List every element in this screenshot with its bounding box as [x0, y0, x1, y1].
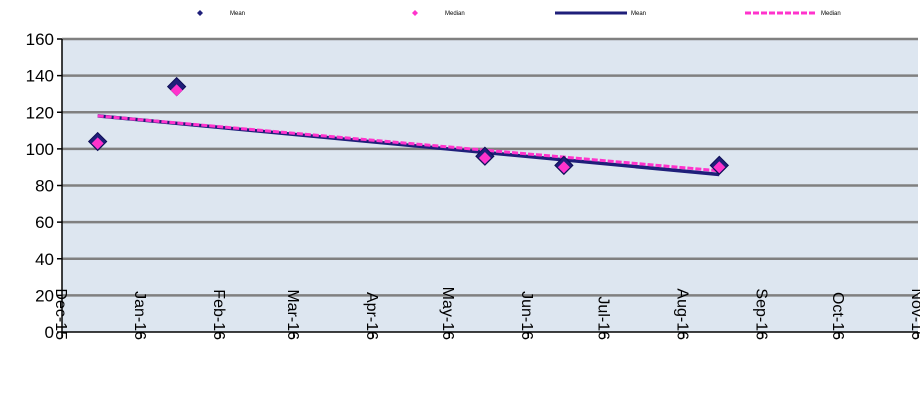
marker-median-4 — [713, 161, 726, 174]
y-tick-label-100: 100 — [26, 140, 54, 159]
y-tick-label-60: 60 — [35, 213, 54, 232]
marker-median-3 — [557, 161, 570, 174]
data-markers — [87, 76, 729, 176]
x-tick-label-2: Feb-16 — [210, 289, 227, 340]
x-tick-label-5: May-16 — [439, 287, 456, 340]
marker-median-2 — [478, 152, 491, 165]
y-tick-label-0: 0 — [45, 323, 54, 342]
x-tick-label-3: Mar-16 — [284, 289, 301, 340]
x-tick-label-1: Jan-16 — [131, 291, 148, 340]
marker-median-0 — [91, 137, 104, 150]
x-tick-label-9: Sep-16 — [753, 288, 770, 340]
x-axis-ticks: Dec-15 Jan-16 Feb-16 Mar-16 Apr-16 May-16 Jun-… — [52, 287, 920, 340]
legend: Mean Median Mean Median — [197, 10, 841, 17]
y-tick-label-140: 140 — [26, 67, 54, 86]
legend-label-2: Mean — [631, 11, 646, 17]
legend-label-3: Median — [821, 11, 841, 17]
legend-swatch-1 — [412, 10, 418, 16]
y-tick-label-80: 80 — [35, 177, 54, 196]
y-axis-ticks: 0 20 40 60 80 100 120 140 160 — [26, 30, 62, 342]
y-tick-label-120: 120 — [26, 103, 54, 122]
y-tick-label-20: 20 — [35, 286, 54, 305]
y-tick-label-160: 160 — [26, 30, 54, 49]
x-tick-label-8: Aug-16 — [674, 288, 691, 340]
x-tick-label-0: Dec-15 — [52, 288, 69, 340]
y-tick-label-40: 40 — [35, 250, 54, 269]
legend-label-0: Mean — [230, 11, 245, 17]
x-tick-label-7: Jul-16 — [595, 296, 612, 340]
gridlines — [62, 37, 918, 297]
x-tick-label-11: Nov-16 — [908, 288, 920, 340]
legend-label-1: Median — [445, 11, 465, 17]
x-tick-label-6: Jun-16 — [518, 291, 535, 340]
legend-swatch-0 — [197, 10, 203, 16]
marker-median-1 — [170, 84, 183, 97]
x-tick-label-10: Oct-16 — [829, 292, 846, 340]
trendlines — [97, 114, 720, 177]
trendline-median-1 — [97, 114, 720, 173]
x-tick-label-4: Apr-16 — [363, 292, 380, 340]
